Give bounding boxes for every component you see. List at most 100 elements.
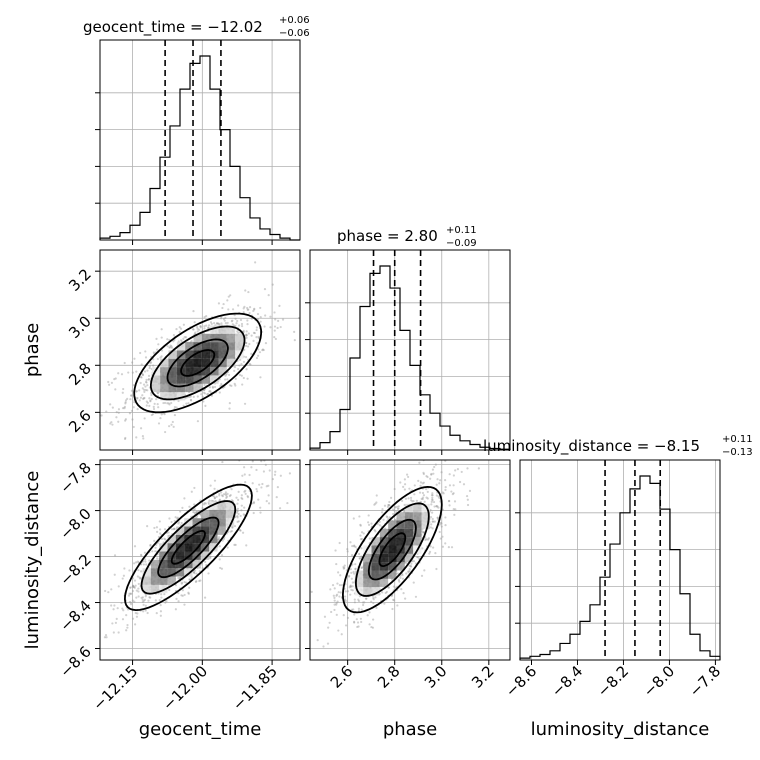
- title-geocent-time-minus: −0.06: [279, 28, 310, 39]
- sample-point: [147, 378, 150, 381]
- x-tick-label-geocent-time: −11.85: [229, 662, 281, 714]
- density-cell: [150, 559, 160, 569]
- sample-point: [163, 537, 166, 540]
- sample-point: [130, 592, 133, 595]
- sample-point: [199, 325, 202, 328]
- sample-point: [92, 597, 94, 599]
- sample-point: [149, 399, 152, 402]
- sample-point: [259, 376, 262, 379]
- sample-point: [237, 304, 240, 307]
- sample-point: [373, 529, 376, 532]
- sample-point: [408, 487, 411, 490]
- sample-point: [403, 488, 406, 491]
- sample-point: [346, 616, 350, 620]
- sample-point: [197, 328, 201, 331]
- sample-point: [244, 492, 247, 495]
- sample-point: [143, 417, 146, 420]
- scatter-geocent-time-vs-luminosity-distance-panel: −12.15 −12.00 −11.85 −8.6 −8.4 −8.2 −8.0 −7.8: [56, 426, 303, 714]
- sample-point: [244, 344, 248, 347]
- sample-point: [277, 319, 280, 322]
- sample-point: [168, 403, 171, 406]
- sample-point: [92, 571, 94, 573]
- sample-point: [301, 426, 303, 428]
- sample-point: [422, 494, 426, 497]
- sample-point: [149, 543, 152, 547]
- sample-point: [405, 572, 408, 575]
- sample-point: [201, 395, 204, 398]
- sample-point: [375, 501, 378, 504]
- sample-point: [145, 563, 148, 566]
- density-cell: [217, 501, 226, 510]
- sample-point: [242, 307, 245, 310]
- sample-point: [432, 520, 435, 523]
- density-cell: [404, 537, 414, 546]
- density-cell: [210, 333, 219, 343]
- sample-point: [136, 407, 139, 411]
- sample-point: [454, 508, 457, 511]
- x-tick-label-luminosity-distance: −8.6: [502, 662, 540, 700]
- sample-point: [115, 416, 118, 419]
- density-cell: [151, 383, 161, 393]
- sample-point: [410, 562, 413, 565]
- density-cell: [404, 553, 414, 563]
- sample-point: [336, 600, 339, 603]
- sample-point: [423, 500, 426, 503]
- sample-point: [241, 531, 245, 534]
- sample-point: [231, 526, 234, 529]
- density-cell: [363, 587, 372, 596]
- sample-point: [353, 598, 356, 601]
- sample-point: [405, 561, 408, 564]
- sample-point: [423, 569, 426, 572]
- title-geocent-time: geocent_time = −12.02: [83, 18, 263, 37]
- sample-point: [201, 567, 204, 570]
- y-tick-label-phase: 3.2: [65, 265, 95, 295]
- density-cell: [218, 325, 227, 334]
- x-tick-label-luminosity-distance: −8.2: [594, 662, 632, 700]
- sample-point: [238, 529, 242, 532]
- sample-point: [160, 593, 163, 596]
- sample-point: [236, 319, 239, 323]
- density-cell: [209, 526, 218, 535]
- density-cell: [404, 528, 414, 538]
- sample-point: [370, 625, 373, 629]
- sample-point: [393, 487, 396, 491]
- sample-point: [255, 336, 258, 339]
- sample-point: [362, 532, 365, 535]
- sample-point: [115, 411, 118, 414]
- sample-point: [384, 591, 387, 595]
- sample-point: [115, 617, 118, 620]
- density-cell: [404, 520, 414, 529]
- density-cell: [413, 520, 422, 529]
- sample-point: [182, 337, 185, 341]
- sample-point: [148, 365, 151, 368]
- sample-point: [410, 565, 413, 568]
- sample-point: [129, 586, 132, 589]
- density-cell: [388, 520, 397, 529]
- density-cell: [142, 576, 151, 585]
- sample-point: [193, 572, 196, 575]
- sample-point: [189, 395, 192, 398]
- sample-point: [142, 610, 145, 613]
- density-cell: [226, 342, 236, 351]
- sample-point: [132, 584, 135, 588]
- sample-point: [340, 633, 343, 636]
- sample-point: [135, 589, 138, 592]
- sample-point: [139, 351, 142, 355]
- sample-point: [288, 472, 291, 475]
- sample-point: [149, 400, 152, 403]
- sample-point: [253, 308, 256, 311]
- sample-point: [352, 517, 355, 520]
- sample-point: [243, 402, 247, 405]
- sample-point: [466, 498, 469, 501]
- sample-point: [147, 599, 150, 602]
- sample-point: [407, 571, 410, 574]
- sample-point: [180, 581, 184, 584]
- sample-point: [131, 589, 135, 593]
- sample-point: [392, 598, 395, 601]
- sample-point: [430, 523, 433, 526]
- sample-point: [227, 308, 230, 311]
- density-cell: [396, 537, 405, 546]
- density-cell: [404, 503, 414, 513]
- sample-point: [258, 483, 261, 486]
- sample-point: [224, 322, 227, 325]
